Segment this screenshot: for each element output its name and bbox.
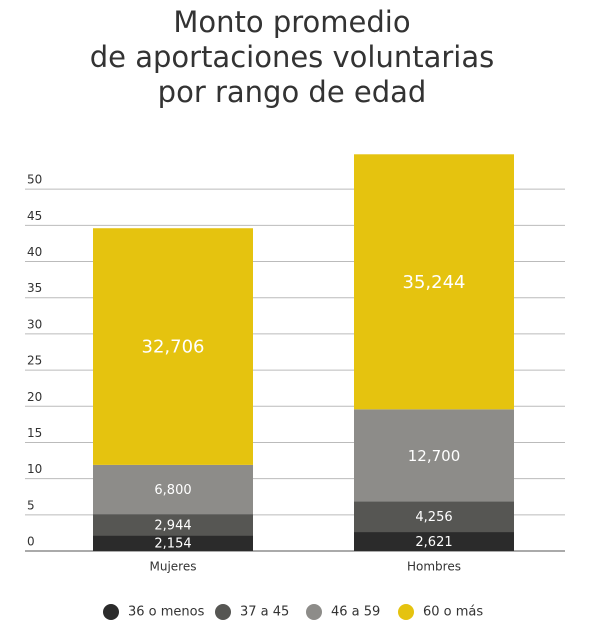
data-label: 6,800 [154,483,191,498]
data-label: 2,944 [154,518,191,533]
legend-marker [306,604,322,620]
y-tick-label: 40 [27,245,42,259]
data-label: 2,154 [154,537,191,552]
bar-segment [93,228,253,465]
legend-label: 37 a 45 [240,605,289,620]
y-tick-label: 0 [27,535,35,549]
bar-segment [354,409,514,502]
chart-title: Monto promedio [173,5,410,39]
legend-marker [103,604,119,620]
data-label: 12,700 [408,447,461,465]
legend-marker [215,604,231,620]
y-tick-label: 45 [27,209,42,223]
y-tick-label: 5 [27,498,35,512]
data-label: 2,621 [415,535,452,550]
chart-title: por rango de edad [158,75,427,109]
y-tick-label: 10 [27,462,42,476]
bar-segment [354,501,514,533]
y-tick-label: 30 [27,317,42,331]
data-label: 4,256 [415,510,452,525]
legend-label: 60 o más [423,605,483,620]
x-tick-label: Hombres [407,560,461,574]
y-tick-label: 20 [27,390,42,404]
chart-title: de aportaciones voluntarias [90,40,494,74]
y-tick-label: 15 [27,426,42,440]
legend-label: 36 o menos [128,605,205,620]
x-tick-label: Mujeres [150,560,197,574]
bar-segment [354,154,514,410]
y-tick-label: 25 [27,354,42,368]
bar-segment [93,535,253,551]
legend-label: 46 a 59 [331,605,380,620]
bar-segment [93,464,253,515]
bar-segment [93,514,253,536]
legend-marker [398,604,414,620]
bar-segment [354,532,514,551]
data-label: 35,244 [403,272,466,293]
data-label: 32,706 [142,337,205,358]
y-tick-label: 35 [27,281,42,295]
y-tick-label: 50 [27,173,42,187]
